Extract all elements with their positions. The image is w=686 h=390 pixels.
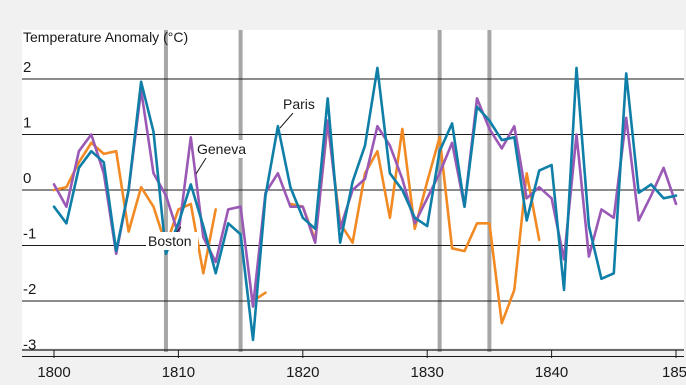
y-tick-label: 1 — [23, 115, 31, 132]
x-tick-label: 1830 — [411, 364, 444, 381]
x-tick-labels: 1800 1810 1820 1830 1840 185 — [37, 350, 686, 381]
annotation-bg-geneva — [195, 140, 247, 158]
x-tick-label: 185 — [662, 364, 686, 381]
x-tick-label: 1800 — [37, 364, 70, 381]
annotation-boston: Boston — [148, 233, 192, 249]
y-tick-label: -2 — [23, 281, 36, 298]
annotation-paris: Paris — [283, 96, 315, 112]
annotation-bg-paris — [281, 95, 325, 113]
series-lines — [52, 66, 678, 342]
y-tick-labels: 2 1 0 -1 -2 -3 — [23, 59, 36, 354]
annotation-leader-geneva — [195, 157, 207, 175]
x-tick-label: 1810 — [162, 364, 195, 381]
y-tick-label: 0 — [23, 170, 31, 187]
grid-lines — [22, 78, 684, 357]
y-tick-label: 2 — [23, 59, 31, 76]
series-line-paris — [52, 66, 678, 342]
series-annotations: Paris Geneva Boston — [146, 95, 325, 250]
y-tick-label: -1 — [23, 226, 36, 243]
annotation-bg-boston — [146, 232, 198, 250]
vertical-markers — [163, 30, 492, 352]
y-axis-label: Temperature Anomaly (°C) — [23, 29, 188, 45]
y-tick-label: -3 — [23, 337, 36, 354]
x-tick-label: 1820 — [286, 364, 319, 381]
x-tick-label: 1840 — [535, 364, 568, 381]
annotation-leader-paris — [279, 112, 294, 129]
annotation-geneva: Geneva — [197, 141, 246, 157]
